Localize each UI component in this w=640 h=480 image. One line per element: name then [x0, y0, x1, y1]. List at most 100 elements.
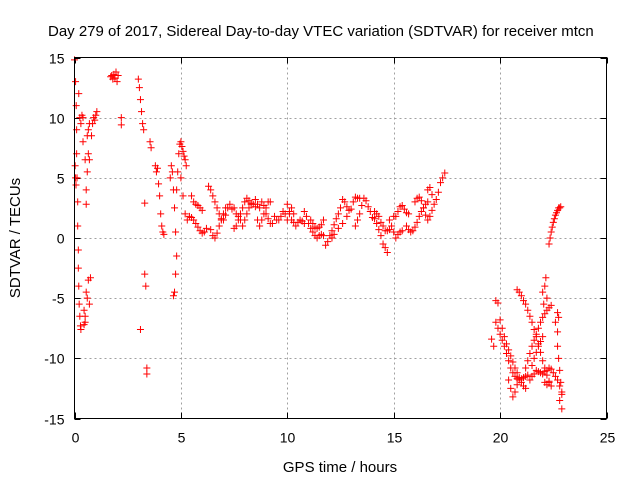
x-axis-label: GPS time / hours: [283, 459, 397, 476]
data-point: [324, 238, 332, 246]
data-point: [540, 300, 548, 308]
data-point: [198, 206, 206, 214]
data-point: [117, 114, 125, 122]
data-point: [243, 210, 251, 218]
data-point: [262, 204, 270, 212]
data-point: [190, 216, 198, 224]
data-point: [143, 364, 151, 372]
data-point: [426, 212, 434, 220]
data-point: [156, 192, 164, 200]
data-point: [439, 174, 447, 182]
data-point: [347, 205, 355, 213]
data-point: [539, 333, 547, 341]
data-point: [411, 223, 419, 231]
data-point: [167, 162, 175, 170]
data-point: [239, 222, 247, 230]
data-point: [502, 340, 510, 348]
data-point: [362, 197, 370, 205]
data-point: [158, 222, 166, 230]
data-point: [546, 234, 554, 242]
y-axis-label: SDTVAR / TECUs: [7, 178, 24, 298]
data-point: [434, 188, 442, 196]
data-point: [426, 183, 434, 191]
data-point: [79, 114, 87, 122]
data-point: [490, 342, 498, 350]
data-points: [71, 56, 566, 413]
data-point: [309, 220, 317, 228]
data-point: [74, 264, 82, 272]
data-point: [550, 215, 558, 223]
data-point: [379, 240, 387, 248]
data-point: [539, 357, 547, 365]
data-point: [75, 90, 83, 98]
data-point: [555, 313, 563, 321]
data-point: [84, 126, 92, 134]
data-point: [430, 200, 438, 208]
data-point: [178, 143, 186, 151]
data-point: [528, 318, 536, 326]
data-point: [319, 232, 327, 240]
data-point: [424, 216, 432, 224]
data-point: [492, 318, 500, 326]
data-point: [332, 215, 340, 223]
data-point: [528, 362, 536, 370]
data-point: [539, 288, 547, 296]
data-point: [75, 300, 83, 308]
data-point: [84, 150, 92, 158]
grid-lines: [74, 57, 607, 419]
data-point: [424, 198, 432, 206]
data-point: [215, 222, 223, 230]
data-point: [283, 200, 291, 208]
data-point: [351, 222, 359, 230]
data-point: [494, 299, 502, 307]
data-point: [341, 198, 349, 206]
data-point: [509, 393, 517, 401]
data-point: [213, 229, 221, 237]
data-point: [532, 348, 540, 356]
data-point: [232, 222, 240, 230]
y-tick-label: -15: [44, 412, 64, 428]
data-point: [72, 181, 80, 189]
data-point: [217, 216, 225, 224]
data-point: [334, 210, 342, 218]
data-point: [81, 318, 89, 326]
data-point: [557, 378, 565, 386]
data-point: [172, 270, 180, 278]
data-point: [175, 150, 183, 158]
data-point: [258, 216, 266, 224]
data-point: [239, 204, 247, 212]
data-point: [260, 210, 268, 218]
data-point: [81, 312, 89, 320]
data-point: [169, 292, 177, 300]
data-point: [530, 354, 538, 362]
data-point: [140, 126, 148, 134]
data-point: [511, 388, 519, 396]
data-point: [254, 200, 262, 208]
data-point: [136, 325, 144, 333]
data-point: [545, 378, 553, 386]
data-point: [174, 168, 182, 176]
data-point: [271, 212, 279, 220]
data-point: [322, 241, 330, 249]
data-point: [160, 230, 168, 238]
data-point: [74, 246, 82, 254]
plot-frame: [74, 57, 607, 419]
x-tick-label: 0: [72, 430, 80, 446]
data-point: [541, 310, 549, 318]
data-point: [556, 396, 564, 404]
data-point: [358, 202, 366, 210]
data-point: [157, 210, 165, 218]
data-point: [392, 212, 400, 220]
data-point: [309, 228, 317, 236]
data-point: [517, 378, 525, 386]
data-point: [385, 216, 393, 224]
data-point: [302, 212, 310, 220]
data-point: [179, 192, 187, 200]
data-point: [155, 180, 163, 188]
data-point: [555, 354, 563, 362]
data-point: [507, 384, 515, 392]
data-point: [138, 108, 146, 116]
data-point: [505, 346, 513, 354]
data-point: [136, 96, 144, 104]
